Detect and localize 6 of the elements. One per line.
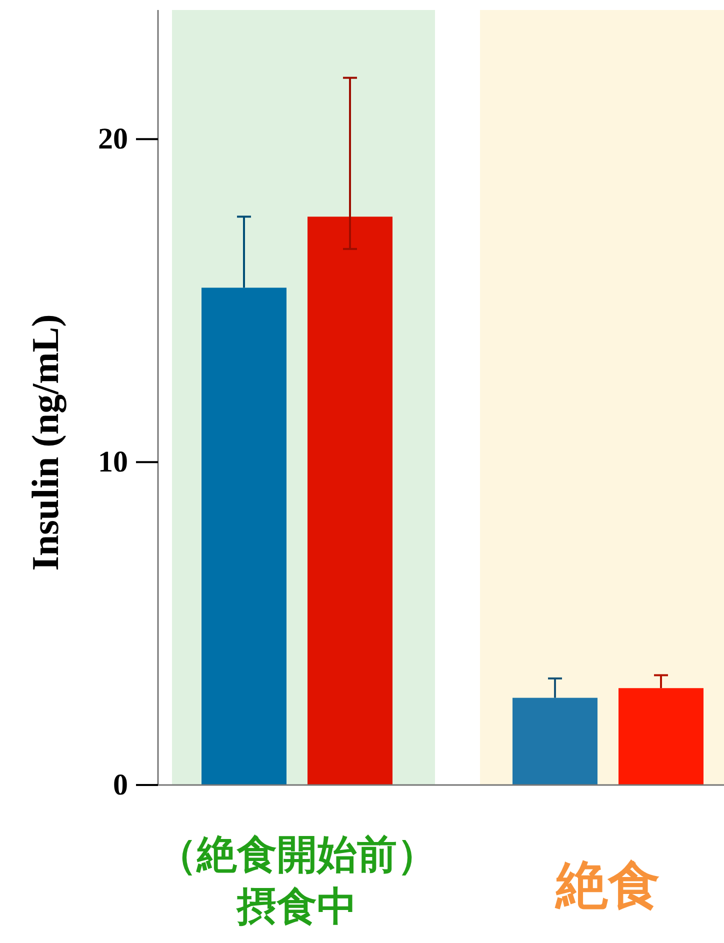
y-tick-label: 0 — [113, 768, 128, 802]
y-axis-title: Insulin (ng/mL) — [25, 314, 67, 571]
y-tick-label: 10 — [98, 446, 128, 479]
x-tick-label: （絶食開始前）摂食中 — [157, 833, 437, 929]
x-tick-label: 絶食 — [554, 857, 660, 915]
y-tick-label: 20 — [98, 122, 128, 156]
